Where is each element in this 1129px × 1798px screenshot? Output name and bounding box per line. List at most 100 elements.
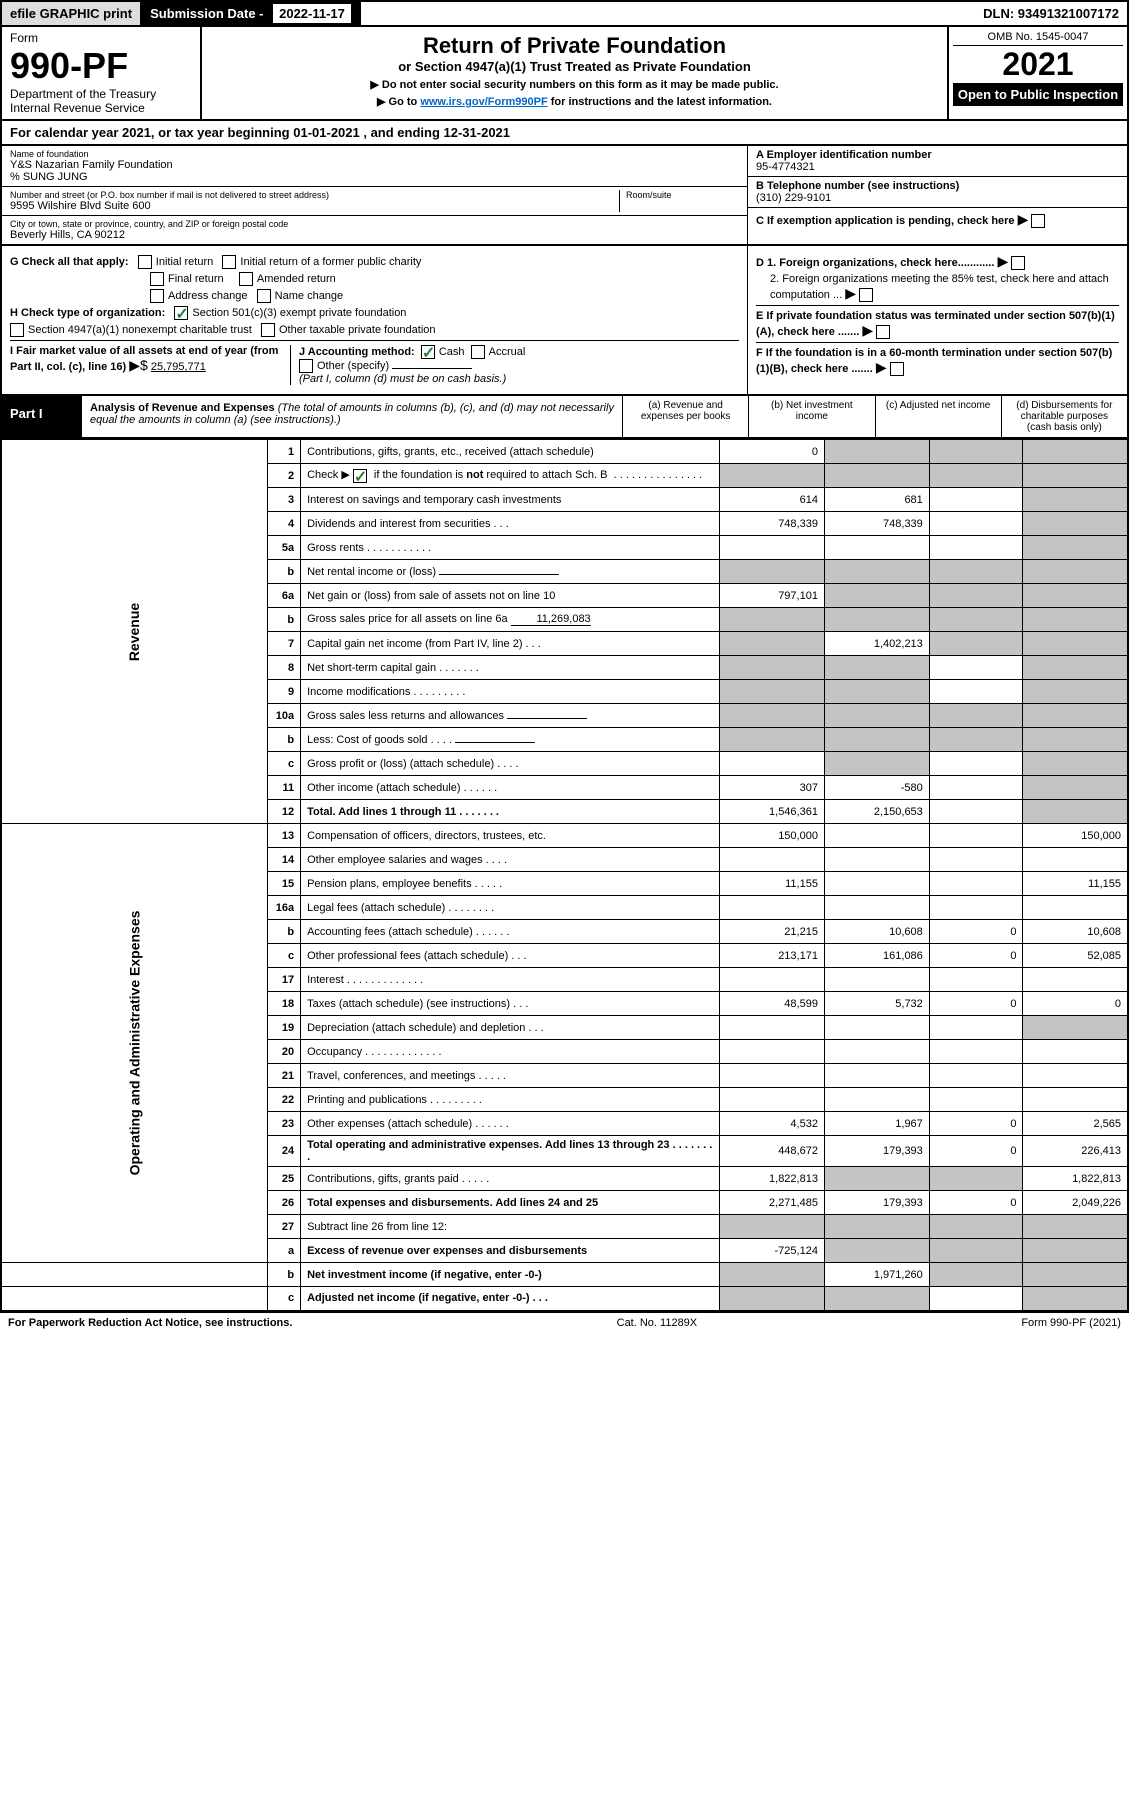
r26-b: 179,393 <box>824 1191 929 1215</box>
r4-b: 748,339 <box>824 512 929 536</box>
r13-a: 150,000 <box>720 824 825 848</box>
r27b-b: 1,971,260 <box>824 1263 929 1287</box>
r16b-n: b <box>267 920 300 944</box>
j-cash-cb[interactable] <box>421 345 435 359</box>
g-initial-former-cb[interactable] <box>222 255 236 269</box>
r16b-d: Accounting fees (attach schedule) . . . … <box>301 920 720 944</box>
form-right: OMB No. 1545-0047 2021 Open to Public In… <box>947 27 1127 119</box>
r2-n: 2 <box>267 464 300 488</box>
c-checkbox[interactable] <box>1031 214 1045 228</box>
r2-cb[interactable] <box>353 469 367 483</box>
h-4947-cb[interactable] <box>10 323 24 337</box>
r13-d2: 150,000 <box>1023 824 1128 848</box>
part1-badge: Part I <box>2 396 82 437</box>
h-other-cb[interactable] <box>261 323 275 337</box>
r8-n: 8 <box>267 656 300 680</box>
r12-d: Total. Add lines 1 through 11 . . . . . … <box>301 800 720 824</box>
cal-begin: 01-01-2021 <box>293 125 360 140</box>
name-label: Name of foundation <box>10 149 739 159</box>
irs-label: Internal Revenue Service <box>10 101 192 115</box>
r19-n: 19 <box>267 1016 300 1040</box>
form-mid: Return of Private Foundation or Section … <box>202 27 947 119</box>
ein: 95-4774321 <box>756 161 1119 173</box>
form-header: Form 990-PF Department of the Treasury I… <box>0 27 1129 121</box>
r26-d: Total expenses and disbursements. Add li… <box>301 1191 720 1215</box>
r22-d: Printing and publications . . . . . . . … <box>301 1088 720 1112</box>
g-final-cb[interactable] <box>150 272 164 286</box>
form-number: 990-PF <box>10 45 192 87</box>
tel-label: B Telephone number (see instructions) <box>756 180 1119 192</box>
r23-a: 4,532 <box>720 1112 825 1136</box>
h-4947: Section 4947(a)(1) nonexempt charitable … <box>28 324 252 336</box>
g-name-cb[interactable] <box>257 289 271 303</box>
r20-n: 20 <box>267 1040 300 1064</box>
sub-date-label: Submission Date - <box>150 6 267 21</box>
r6b-d: Gross sales price for all assets on line… <box>301 608 720 632</box>
r23-d2: 2,565 <box>1023 1112 1128 1136</box>
ein-label: A Employer identification number <box>756 149 1119 161</box>
r18-a: 48,599 <box>720 992 825 1016</box>
address: 9595 Wilshire Blvd Suite 600 <box>10 200 619 212</box>
addr-label: Number and street (or P.O. box number if… <box>10 190 619 200</box>
r15-d2: 11,155 <box>1023 872 1128 896</box>
r27a-d: Excess of revenue over expenses and disb… <box>301 1239 720 1263</box>
f-cb[interactable] <box>890 362 904 376</box>
r23-c: 0 <box>929 1112 1023 1136</box>
efile-print-button[interactable]: efile GRAPHIC print <box>2 2 142 25</box>
r6b-v: 11,269,083 <box>511 613 591 626</box>
revenue-side: Revenue <box>126 602 142 660</box>
footer-left: For Paperwork Reduction Act Notice, see … <box>8 1317 292 1329</box>
form-link[interactable]: www.irs.gov/Form990PF <box>420 96 547 108</box>
e-cb[interactable] <box>876 325 890 339</box>
r27-d: Subtract line 26 from line 12: <box>301 1215 720 1239</box>
h-other: Other taxable private foundation <box>279 324 436 336</box>
j-note: (Part I, column (d) must be on cash basi… <box>299 373 506 385</box>
r15-d: Pension plans, employee benefits . . . .… <box>301 872 720 896</box>
r16c-c: 0 <box>929 944 1023 968</box>
r11-n: 11 <box>267 776 300 800</box>
r12-a: 1,546,361 <box>720 800 825 824</box>
r20-d: Occupancy . . . . . . . . . . . . . <box>301 1040 720 1064</box>
part1-header-row: Part I Analysis of Revenue and Expenses … <box>0 396 1129 439</box>
omb-number: OMB No. 1545-0047 <box>953 31 1123 46</box>
r6a-d: Net gain or (loss) from sale of assets n… <box>301 584 720 608</box>
d1: D 1. Foreign organizations, check here..… <box>756 257 994 269</box>
j-accrual-cb[interactable] <box>471 345 485 359</box>
r10c-n: c <box>267 752 300 776</box>
r21-n: 21 <box>267 1064 300 1088</box>
g-amended: Amended return <box>257 273 336 285</box>
d2-cb[interactable] <box>859 288 873 302</box>
r11-d: Other income (attach schedule) . . . . .… <box>301 776 720 800</box>
h-501-cb[interactable] <box>174 306 188 320</box>
r16c-d: Other professional fees (attach schedule… <box>301 944 720 968</box>
g-addr-cb[interactable] <box>150 289 164 303</box>
r19-d: Depreciation (attach schedule) and deple… <box>301 1016 720 1040</box>
tel: (310) 229-9101 <box>756 192 1119 204</box>
r4-n: 4 <box>267 512 300 536</box>
g-amended-cb[interactable] <box>239 272 253 286</box>
c-exempt: C If exemption application is pending, c… <box>756 215 1015 227</box>
dln: DLN: 93491321007172 <box>975 2 1127 25</box>
r16c-a: 213,171 <box>720 944 825 968</box>
expenses-side: Operating and Administrative Expenses <box>126 911 142 1176</box>
r24-c: 0 <box>929 1136 1023 1167</box>
r18-d2: 0 <box>1023 992 1128 1016</box>
r23-d: Other expenses (attach schedule) . . . .… <box>301 1112 720 1136</box>
g-initial-cb[interactable] <box>138 255 152 269</box>
footer-right: Form 990-PF (2021) <box>1021 1317 1121 1329</box>
r7-b: 1,402,213 <box>824 632 929 656</box>
r3-a: 614 <box>720 488 825 512</box>
main-table: Revenue 1Contributions, gifts, grants, e… <box>0 439 1129 1312</box>
r12-b: 2,150,653 <box>824 800 929 824</box>
city: Beverly Hills, CA 90212 <box>10 229 739 241</box>
part1-desc: Analysis of Revenue and Expenses (The to… <box>82 396 622 437</box>
d1-cb[interactable] <box>1011 256 1025 270</box>
r16c-n: c <box>267 944 300 968</box>
r1-d: Contributions, gifts, grants, etc., rece… <box>301 440 720 464</box>
r8-d: Net short-term capital gain . . . . . . … <box>301 656 720 680</box>
j-cash: Cash <box>439 346 465 358</box>
j-other-cb[interactable] <box>299 359 313 373</box>
r27b-n: b <box>267 1263 300 1287</box>
form-subtitle: or Section 4947(a)(1) Trust Treated as P… <box>208 59 941 74</box>
info-grid: Name of foundation Y&S Nazarian Family F… <box>0 146 1129 246</box>
